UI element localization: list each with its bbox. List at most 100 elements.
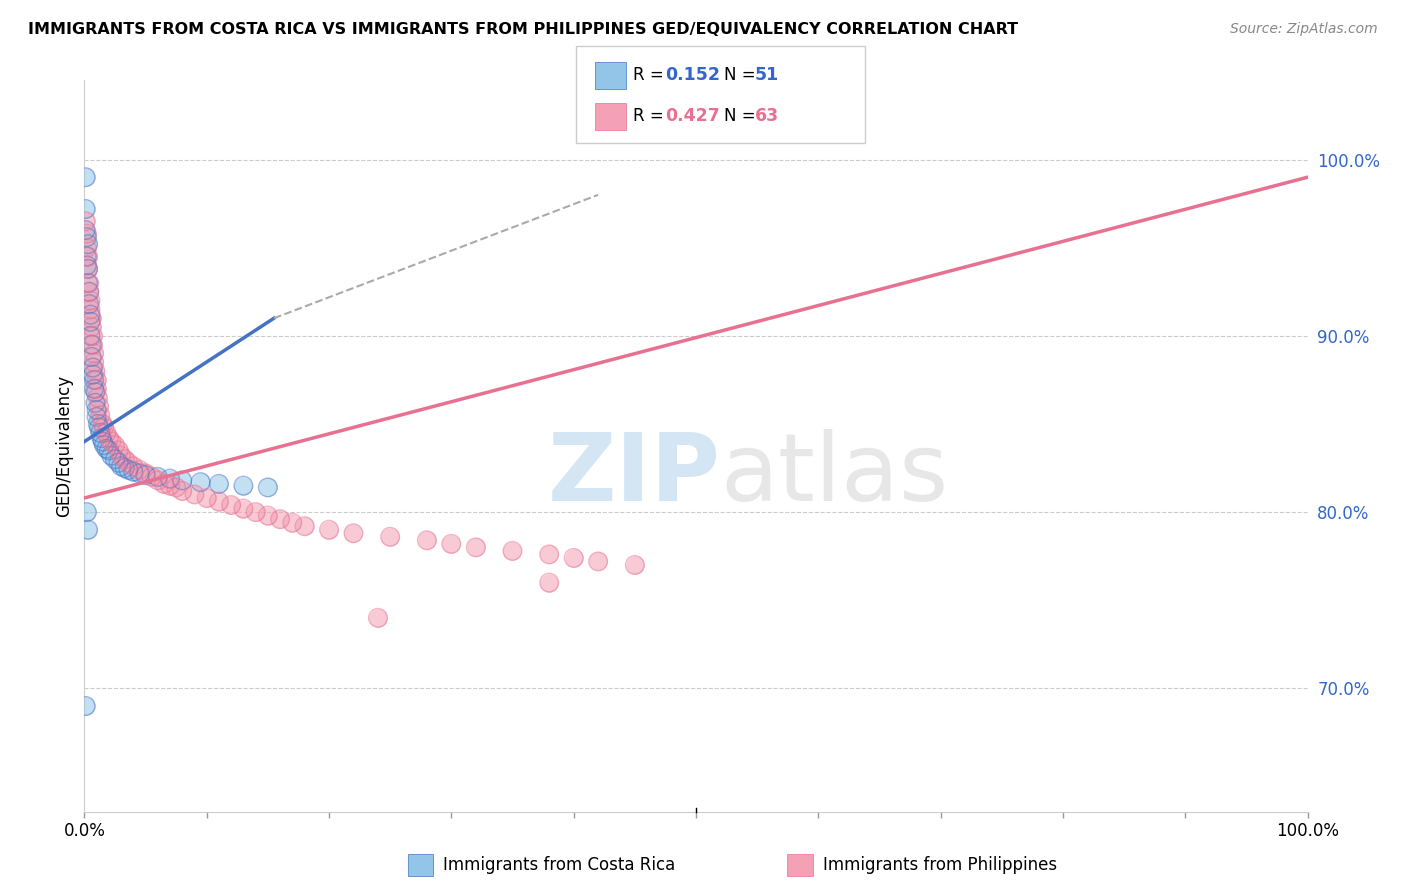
Point bbox=[562, 550, 585, 565]
Point bbox=[80, 320, 103, 334]
Point bbox=[117, 456, 139, 470]
Point bbox=[80, 320, 103, 334]
Point bbox=[294, 519, 316, 533]
Point bbox=[83, 346, 105, 360]
Text: ZIP: ZIP bbox=[547, 429, 720, 521]
Point bbox=[87, 417, 110, 431]
Point bbox=[107, 456, 129, 470]
Point bbox=[624, 558, 647, 572]
Point bbox=[79, 302, 101, 317]
Point bbox=[107, 443, 129, 458]
Point bbox=[107, 443, 129, 458]
Point bbox=[77, 297, 100, 311]
Point bbox=[82, 337, 104, 351]
Text: Source: ZipAtlas.com: Source: ZipAtlas.com bbox=[1230, 22, 1378, 37]
Point bbox=[128, 463, 150, 477]
Y-axis label: GED/Equivalency: GED/Equivalency bbox=[55, 375, 73, 517]
Point bbox=[318, 523, 340, 537]
Point bbox=[75, 698, 97, 713]
Point bbox=[86, 409, 108, 424]
Point bbox=[91, 434, 114, 449]
Point bbox=[122, 459, 145, 474]
Point bbox=[89, 408, 111, 422]
Point bbox=[76, 250, 98, 264]
Point bbox=[87, 400, 110, 414]
Point bbox=[79, 329, 101, 343]
Point bbox=[232, 501, 254, 516]
Point bbox=[84, 396, 107, 410]
Point bbox=[195, 491, 218, 505]
Point bbox=[100, 449, 122, 463]
Point bbox=[80, 350, 103, 364]
Point bbox=[80, 311, 103, 326]
Point bbox=[114, 461, 136, 475]
Point bbox=[76, 250, 98, 264]
Point bbox=[84, 385, 107, 400]
Point bbox=[538, 575, 561, 590]
Point bbox=[80, 337, 103, 351]
Point bbox=[110, 459, 132, 474]
Point bbox=[464, 541, 486, 555]
Point bbox=[117, 463, 139, 477]
Point bbox=[245, 505, 267, 519]
Point bbox=[77, 237, 100, 252]
Point bbox=[342, 526, 364, 541]
Point bbox=[117, 463, 139, 477]
Point bbox=[79, 315, 101, 329]
Point bbox=[440, 537, 463, 551]
Point bbox=[77, 261, 100, 276]
Point bbox=[77, 285, 100, 299]
Point bbox=[76, 505, 98, 519]
Text: R =: R = bbox=[633, 107, 669, 126]
Point bbox=[122, 459, 145, 474]
Point bbox=[117, 456, 139, 470]
Point bbox=[416, 533, 439, 548]
Point bbox=[100, 434, 122, 449]
Point bbox=[75, 223, 97, 237]
Point bbox=[89, 408, 111, 422]
Point bbox=[502, 544, 524, 558]
Point bbox=[172, 474, 194, 488]
Point bbox=[87, 391, 110, 405]
Point bbox=[77, 285, 100, 299]
Point bbox=[93, 438, 115, 452]
Point bbox=[122, 465, 145, 479]
Point bbox=[100, 434, 122, 449]
Point bbox=[82, 329, 104, 343]
Point bbox=[75, 698, 97, 713]
Point bbox=[76, 230, 98, 244]
Point bbox=[208, 494, 231, 508]
Point bbox=[141, 470, 163, 484]
Point bbox=[75, 170, 97, 185]
Point bbox=[77, 276, 100, 290]
Point bbox=[208, 476, 231, 491]
Point bbox=[76, 241, 98, 255]
Point bbox=[110, 449, 132, 463]
Point bbox=[245, 505, 267, 519]
Point bbox=[79, 308, 101, 322]
Point bbox=[97, 431, 120, 445]
Point bbox=[86, 373, 108, 387]
Point bbox=[172, 474, 194, 488]
Point bbox=[219, 498, 242, 512]
Point bbox=[86, 402, 108, 417]
Point bbox=[86, 373, 108, 387]
Point bbox=[153, 476, 176, 491]
Point bbox=[146, 474, 169, 488]
Point bbox=[86, 382, 108, 396]
Text: N =: N = bbox=[724, 107, 761, 126]
Point bbox=[128, 467, 150, 481]
Point bbox=[90, 431, 112, 445]
Point bbox=[141, 470, 163, 484]
Point bbox=[114, 452, 136, 467]
Point bbox=[82, 329, 104, 343]
Point bbox=[84, 364, 107, 378]
Point bbox=[232, 501, 254, 516]
Point bbox=[104, 452, 127, 467]
Point bbox=[83, 373, 105, 387]
Point bbox=[114, 452, 136, 467]
Point bbox=[153, 476, 176, 491]
Point bbox=[110, 459, 132, 474]
Point bbox=[257, 508, 280, 523]
Point bbox=[135, 468, 157, 483]
